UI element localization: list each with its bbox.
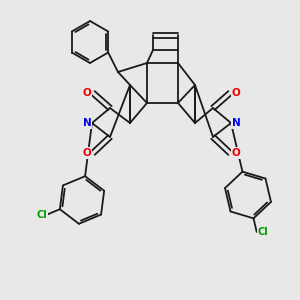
Text: Cl: Cl: [257, 227, 268, 237]
Text: N: N: [232, 118, 240, 128]
Text: N: N: [82, 118, 91, 128]
Text: Cl: Cl: [37, 210, 47, 220]
Text: O: O: [82, 88, 91, 98]
Text: O: O: [232, 148, 240, 158]
Text: O: O: [232, 88, 240, 98]
Text: O: O: [82, 148, 91, 158]
